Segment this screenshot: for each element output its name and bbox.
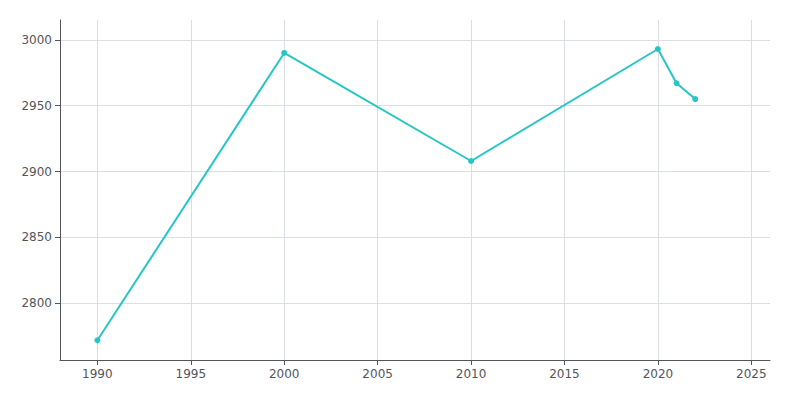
svg-text:2800: 2800 xyxy=(21,296,52,310)
svg-text:2015: 2015 xyxy=(549,367,580,381)
svg-text:3000: 3000 xyxy=(21,33,52,47)
svg-text:2005: 2005 xyxy=(362,367,393,381)
svg-text:2020: 2020 xyxy=(643,367,674,381)
svg-text:2850: 2850 xyxy=(21,230,52,244)
svg-text:1990: 1990 xyxy=(82,367,113,381)
svg-text:2025: 2025 xyxy=(736,367,767,381)
svg-text:2950: 2950 xyxy=(21,99,52,113)
svg-text:2900: 2900 xyxy=(21,165,52,179)
svg-text:2000: 2000 xyxy=(269,367,300,381)
svg-text:1995: 1995 xyxy=(176,367,207,381)
svg-text:2010: 2010 xyxy=(456,367,487,381)
